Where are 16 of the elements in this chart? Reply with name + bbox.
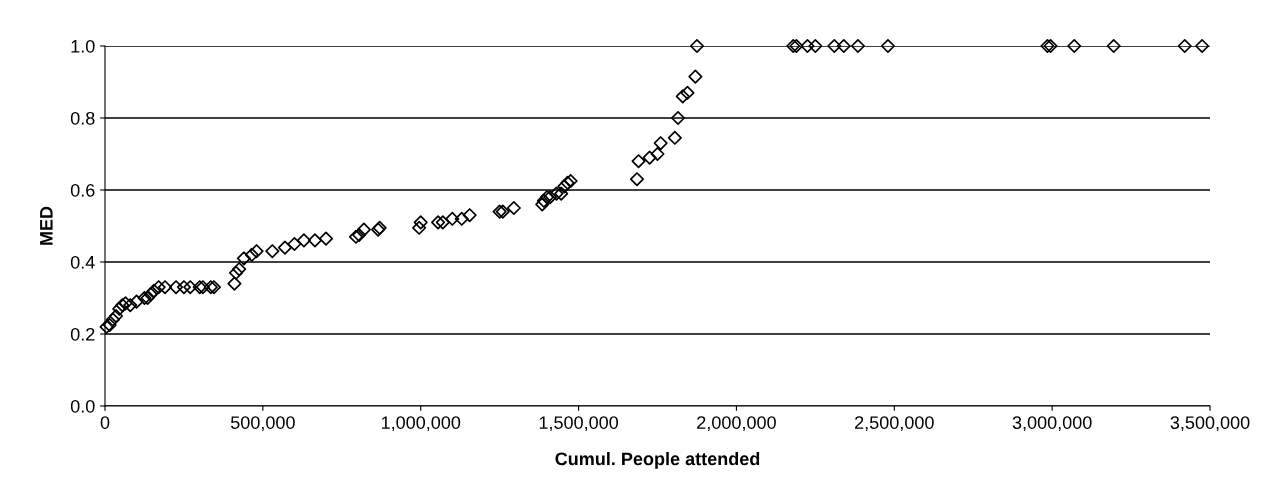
y-tick-label: 0.8 bbox=[70, 111, 95, 125]
x-tick-label: 500,000 bbox=[230, 416, 295, 432]
x-tick-label: 3,500,000 bbox=[1170, 416, 1250, 432]
x-tick-label: 1,000,000 bbox=[381, 416, 461, 432]
x-axis-title: Cumul. People attended bbox=[555, 452, 760, 469]
x-tick-label: 1,500,000 bbox=[539, 416, 619, 432]
y-axis-title: MED bbox=[40, 206, 53, 245]
x-tick-label: 0 bbox=[100, 416, 110, 429]
x-tick-label: 3,000,000 bbox=[1012, 416, 1092, 432]
y-tick-label: 0.0 bbox=[70, 399, 95, 413]
x-tick-label: 2,000,000 bbox=[697, 416, 776, 432]
y-tick-label: 1.0 bbox=[71, 39, 95, 53]
y-tick-label: 0.2 bbox=[70, 327, 95, 341]
y-tick-label: 0.4 bbox=[70, 255, 95, 269]
x-tick-label: 2,500,000 bbox=[855, 416, 934, 432]
y-tick-label: 0.6 bbox=[70, 183, 95, 197]
